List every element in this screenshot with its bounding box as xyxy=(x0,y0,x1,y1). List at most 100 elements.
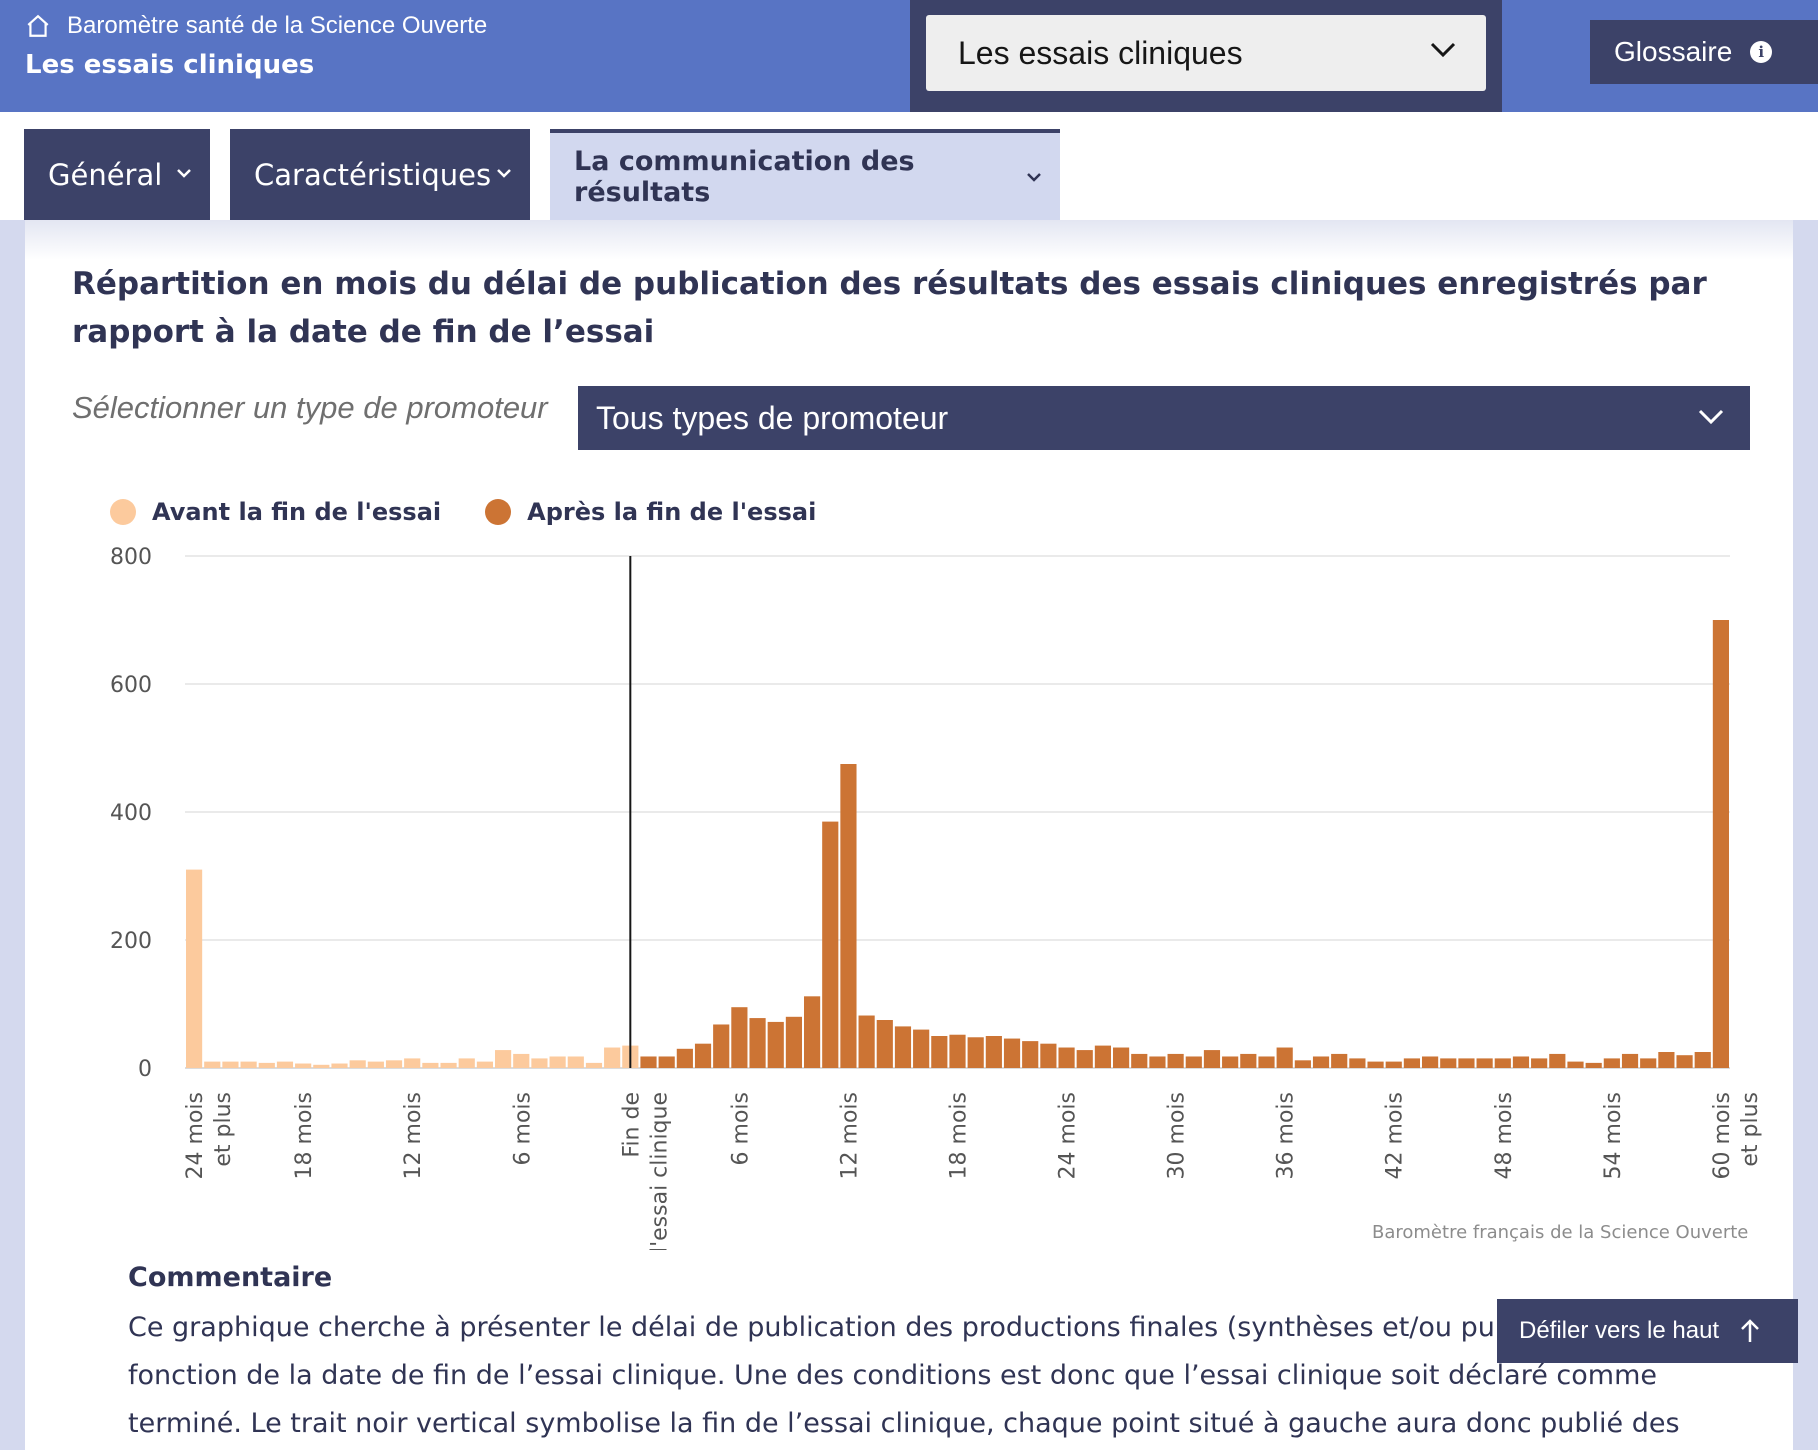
tab-caracteristiques-label: Caractéristiques xyxy=(254,157,492,192)
bar-after xyxy=(1494,1058,1511,1068)
comment-text: Ce graphique cherche à présenter le déla… xyxy=(128,1312,1680,1439)
bar-before xyxy=(222,1061,239,1068)
bar-before xyxy=(404,1058,421,1068)
bar-after xyxy=(1676,1055,1693,1068)
tab-communication-resultats[interactable]: La communication des résultats xyxy=(550,129,1060,220)
bar-after xyxy=(1403,1058,1420,1068)
x-tick-label: 24 mois et plus xyxy=(183,1092,236,1179)
x-tick-label: 18 mois xyxy=(292,1092,317,1179)
bar-before xyxy=(440,1062,457,1068)
bar-after xyxy=(1658,1052,1675,1068)
bar-after xyxy=(1203,1050,1221,1068)
bar-before xyxy=(204,1061,221,1068)
x-tick-label: 18 mois xyxy=(947,1092,972,1179)
bar-after xyxy=(1621,1053,1639,1068)
tab-bar: Général Caractéristiques La communicatio… xyxy=(0,112,1818,220)
bar-after xyxy=(640,1056,657,1068)
bar-after xyxy=(1222,1056,1239,1068)
bar-after xyxy=(1258,1056,1275,1068)
bar-after xyxy=(1367,1061,1384,1068)
chevron-down-icon xyxy=(1027,173,1041,182)
bar-after xyxy=(1712,620,1729,1068)
bar-before xyxy=(513,1053,530,1068)
bar-after xyxy=(931,1036,948,1068)
bar-after xyxy=(1167,1053,1184,1068)
info-icon: i xyxy=(1750,41,1773,63)
x-tick-label: 36 mois xyxy=(1274,1092,1299,1179)
bar-before xyxy=(295,1063,312,1068)
chart-credits[interactable]: Baromètre français de la Science Ouverte xyxy=(1372,1222,1749,1243)
bar-before xyxy=(604,1047,621,1068)
glossary-button[interactable]: Glossaire i xyxy=(1590,20,1818,84)
bar-after xyxy=(1022,1041,1039,1068)
legend-item-before[interactable]: Avant la fin de l'essai xyxy=(110,498,441,526)
legend-item-after[interactable]: Après la fin de l'essai xyxy=(485,498,816,526)
bar-after xyxy=(694,1043,712,1068)
promoter-filter-label: Sélectionner un type de promoteur xyxy=(72,390,548,425)
chart-legend: Avant la fin de l'essai Après la fin de … xyxy=(110,492,860,532)
bar-after xyxy=(894,1026,912,1068)
tab-general[interactable]: Général xyxy=(24,129,210,220)
bar-before xyxy=(458,1058,475,1068)
breadcrumb[interactable]: Baromètre santé de la Science Ouverte xyxy=(25,10,487,42)
section-select-wrapper: Les essais cliniques xyxy=(910,0,1502,112)
section-select[interactable]: Les essais cliniques xyxy=(926,15,1486,91)
bar-after xyxy=(1458,1058,1475,1068)
bar-after xyxy=(1440,1058,1457,1068)
x-tick-label: 12 mois xyxy=(401,1092,426,1179)
scroll-to-top-button[interactable]: Défiler vers le haut xyxy=(1497,1299,1798,1363)
bar-after xyxy=(804,996,821,1068)
bar-after xyxy=(658,1056,675,1068)
section-select-value: Les essais cliniques xyxy=(958,34,1243,71)
bar-after xyxy=(1149,1056,1166,1068)
bar-before xyxy=(331,1063,348,1068)
bar-before xyxy=(422,1062,439,1068)
bar-before xyxy=(531,1058,548,1068)
bar-before xyxy=(549,1056,566,1068)
bar-after xyxy=(731,1007,748,1068)
bar-before xyxy=(240,1061,257,1068)
tab-caracteristiques[interactable]: Caractéristiques xyxy=(230,129,530,220)
y-tick-label: 400 xyxy=(110,801,152,826)
bar-after xyxy=(676,1048,693,1068)
bar-after xyxy=(1567,1061,1584,1068)
bar-after xyxy=(876,1020,893,1068)
bar-after xyxy=(949,1034,966,1068)
card-shadow xyxy=(25,220,1793,260)
home-icon xyxy=(27,14,49,37)
legend-label-after: Après la fin de l'essai xyxy=(527,498,817,526)
bar-after xyxy=(1331,1053,1348,1068)
promoter-select-value: Tous types de promoteur xyxy=(596,399,949,436)
scroll-to-top-label: Défiler vers le haut xyxy=(1519,1317,1720,1344)
bar-before xyxy=(495,1050,512,1068)
chevron-down-icon xyxy=(177,169,191,178)
bar-after xyxy=(1294,1060,1311,1068)
chart-title: Répartition en mois du délai de publicat… xyxy=(72,266,1707,350)
legend-marker-before xyxy=(110,499,136,525)
bar-before xyxy=(313,1064,330,1068)
bar-after xyxy=(785,1016,802,1068)
bar-before xyxy=(585,1062,603,1068)
promoter-select[interactable]: Tous types de promoteur xyxy=(578,386,1750,450)
y-tick-label: 0 xyxy=(138,1057,152,1082)
bar-after xyxy=(1512,1056,1530,1068)
chevron-down-icon xyxy=(1698,409,1724,425)
bar-after xyxy=(1549,1053,1566,1068)
bar-before xyxy=(476,1061,493,1068)
bar-after xyxy=(840,764,857,1068)
breadcrumb-label[interactable]: Baromètre santé de la Science Ouverte xyxy=(67,12,488,39)
page-title: Les essais cliniques xyxy=(25,50,315,80)
bar-after xyxy=(1585,1062,1602,1068)
chevron-down-icon xyxy=(1430,42,1456,58)
y-tick-label: 600 xyxy=(110,673,152,698)
arrow-up-icon xyxy=(1741,1319,1759,1342)
bar-before xyxy=(276,1061,294,1068)
bar-after xyxy=(767,1021,784,1068)
bar-before xyxy=(567,1056,584,1068)
site-header: Baromètre santé de la Science Ouverte Le… xyxy=(0,0,1818,112)
x-tick-label: Fin de l'essai clinique xyxy=(619,1092,672,1250)
bar-after xyxy=(1131,1053,1148,1068)
chevron-down-icon xyxy=(497,169,511,178)
bar-before xyxy=(385,1060,403,1068)
bar-after xyxy=(822,821,839,1068)
